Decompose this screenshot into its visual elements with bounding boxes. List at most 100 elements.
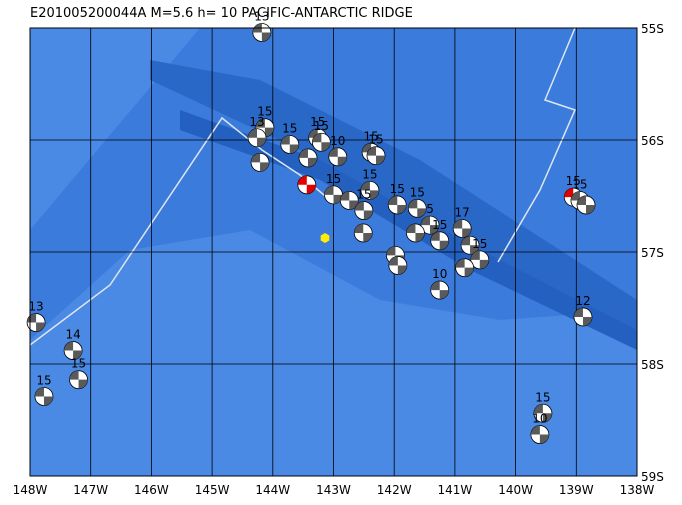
beachball-quadrant (324, 185, 334, 195)
lat-label: 56S (641, 134, 664, 148)
beachball (387, 195, 407, 215)
beachball-quadrant (406, 223, 416, 233)
lon-label: 146W (134, 483, 169, 497)
beachball-quadrant (582, 316, 592, 326)
depth-label: 15 (326, 172, 341, 186)
beachball (255, 118, 275, 138)
beachball-quadrant (264, 127, 274, 137)
map-frame (29, 27, 638, 477)
beachball-quadrant (430, 225, 440, 235)
map-title: E201005200044A M=5.6 h= 10 PACIFIC-ANTAR… (30, 6, 413, 21)
depth-label: 15 (572, 177, 587, 191)
lon-label: 144W (255, 483, 290, 497)
beachball-quadrant (397, 265, 407, 275)
beachball-quadrant (455, 258, 465, 268)
lon-label: 138W (620, 483, 655, 497)
beachball (297, 175, 317, 195)
beachball (360, 180, 380, 200)
beachball-quadrant (69, 370, 79, 380)
beachball-quadrant (34, 387, 44, 397)
beachball-quadrant (306, 184, 316, 194)
beachball-quadrant (479, 259, 489, 269)
beachball (250, 152, 270, 172)
depth-label: 13 (28, 300, 43, 314)
lon-label: 141W (438, 483, 473, 497)
depth-label: 13 (249, 115, 264, 129)
depth-label: 15 (71, 357, 86, 371)
depth-label: 5 (426, 202, 434, 216)
beachball-quadrant (439, 290, 449, 300)
depth-label: 15 (432, 218, 447, 232)
beachball-quadrant (354, 223, 364, 233)
beachball-quadrant (369, 190, 379, 200)
beachball-quadrant (363, 232, 373, 242)
beachball-quadrant (340, 191, 350, 201)
lon-label: 142W (377, 483, 412, 497)
beachball (311, 132, 331, 152)
beachball-quadrant (530, 425, 540, 435)
beachball (252, 23, 272, 42)
lon-label: 140W (498, 483, 533, 497)
beachball-quadrant (36, 322, 46, 332)
depth-label: 10 (330, 134, 345, 148)
beachball (339, 191, 359, 210)
depth-label: 15 (472, 237, 487, 251)
beachball-quadrant (539, 434, 549, 444)
lon-label: 143W (316, 483, 351, 497)
beachball-quadrant (564, 188, 574, 198)
beachball (280, 135, 300, 154)
depth-label: 15 (390, 182, 405, 196)
depth-label: 15 (362, 167, 377, 181)
beachball (388, 256, 408, 275)
beachball-quadrant (397, 204, 407, 214)
beachball (324, 185, 343, 205)
beachball-quadrant (470, 245, 480, 255)
depth-label: 15 (356, 188, 371, 202)
beachball (420, 215, 440, 235)
beachball-quadrant (375, 155, 385, 165)
beachball-quadrant (27, 313, 37, 323)
lat-label: 57S (641, 246, 664, 260)
depth-label: 15 (566, 174, 581, 188)
depth-label: 17 (455, 205, 470, 219)
beachball-quadrant (533, 404, 543, 414)
beachball-quadrant (430, 231, 440, 241)
depth-label: 15 (535, 390, 550, 404)
lat-label: 55S (641, 22, 664, 36)
beachball-quadrant (421, 216, 431, 226)
beachball-quadrant (453, 219, 463, 229)
lon-label: 147W (73, 483, 108, 497)
beachball-quadrant (430, 281, 440, 291)
beachball (354, 201, 374, 220)
beachball (247, 128, 267, 148)
depth-label: 12 (575, 294, 590, 308)
beachball-quadrant (573, 307, 583, 317)
beachball-quadrant (43, 396, 53, 406)
depth-label: 15 (282, 121, 297, 135)
beachball (298, 148, 318, 168)
beachball-quadrant (349, 200, 359, 210)
depth-label: 14 (65, 328, 80, 342)
beachball (533, 403, 553, 423)
beachball-quadrant (333, 194, 343, 204)
beachball (430, 280, 450, 300)
beachball-quadrant (257, 137, 267, 147)
beachball (26, 313, 46, 332)
beachball-quadrant (439, 240, 449, 250)
beachball-quadrant (360, 181, 370, 191)
beachball-quadrant (366, 146, 376, 156)
beachball-quadrant (461, 236, 471, 246)
beachball-quadrant (570, 191, 580, 201)
beachball-quadrant (64, 341, 74, 351)
beachball (576, 195, 596, 215)
lon-label: 145W (195, 483, 230, 497)
beachball-quadrant (417, 208, 427, 218)
beachball (455, 258, 475, 278)
beachball-quadrant (388, 256, 398, 266)
beachball-quadrant (363, 210, 373, 220)
beachball-quadrant (289, 144, 299, 154)
beachball-quadrant (328, 147, 338, 157)
beachball-quadrant (251, 153, 261, 163)
depth-label: 15 (36, 373, 51, 387)
